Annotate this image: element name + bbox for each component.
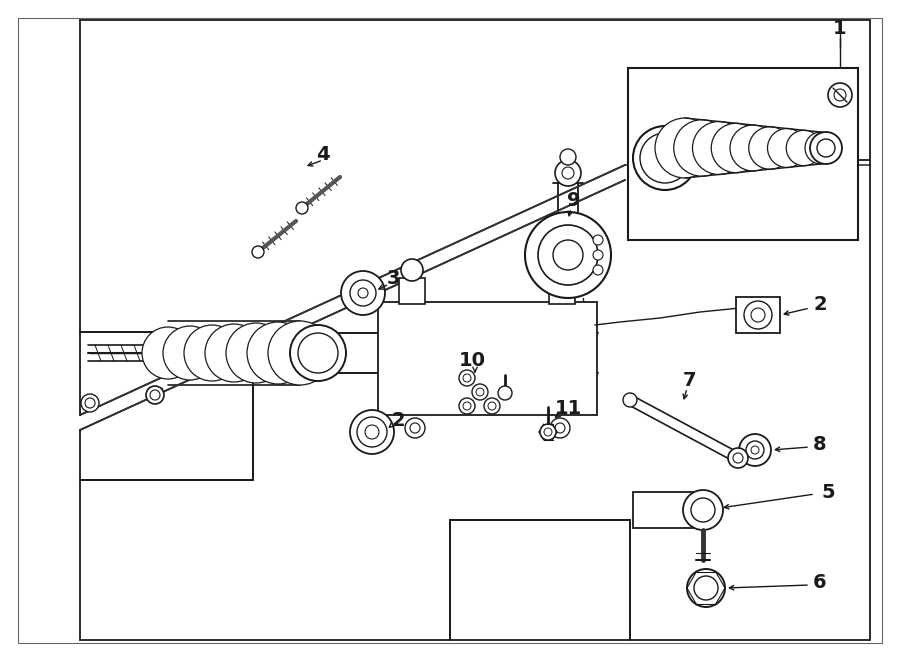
- Circle shape: [754, 299, 766, 311]
- Circle shape: [401, 259, 423, 281]
- Circle shape: [405, 418, 425, 438]
- Circle shape: [694, 576, 718, 600]
- Text: 7: 7: [683, 371, 697, 389]
- Circle shape: [834, 89, 846, 101]
- Circle shape: [350, 410, 394, 454]
- Circle shape: [683, 490, 723, 530]
- Circle shape: [184, 325, 240, 381]
- Circle shape: [555, 423, 565, 433]
- Circle shape: [560, 149, 576, 165]
- Circle shape: [593, 250, 603, 260]
- Circle shape: [484, 398, 500, 414]
- Circle shape: [728, 448, 748, 468]
- Circle shape: [459, 398, 475, 414]
- Circle shape: [691, 498, 715, 522]
- Text: 11: 11: [554, 399, 581, 418]
- Circle shape: [459, 370, 475, 386]
- Circle shape: [733, 453, 743, 463]
- Circle shape: [751, 308, 765, 322]
- Bar: [736, 297, 780, 333]
- Circle shape: [810, 132, 842, 164]
- Circle shape: [768, 128, 806, 167]
- Circle shape: [633, 126, 697, 190]
- Circle shape: [463, 402, 471, 410]
- Circle shape: [357, 417, 387, 447]
- Circle shape: [687, 569, 725, 607]
- Text: 9: 9: [567, 190, 580, 210]
- Text: 5: 5: [821, 483, 835, 502]
- Circle shape: [751, 446, 759, 454]
- Circle shape: [551, 259, 573, 281]
- Circle shape: [268, 321, 332, 385]
- Circle shape: [350, 280, 376, 306]
- Circle shape: [553, 240, 583, 270]
- Text: 1: 1: [833, 19, 847, 38]
- Circle shape: [296, 202, 308, 214]
- Circle shape: [358, 288, 368, 298]
- Circle shape: [146, 386, 164, 404]
- Circle shape: [205, 324, 263, 382]
- Circle shape: [746, 441, 764, 459]
- Bar: [628, 68, 858, 240]
- Circle shape: [828, 83, 852, 107]
- Circle shape: [476, 388, 484, 396]
- Bar: [633, 492, 693, 528]
- Circle shape: [341, 271, 385, 315]
- Circle shape: [555, 160, 581, 186]
- Circle shape: [498, 386, 512, 400]
- Circle shape: [593, 235, 603, 245]
- Circle shape: [226, 323, 286, 383]
- Circle shape: [365, 425, 379, 439]
- Circle shape: [692, 122, 745, 175]
- Text: 2: 2: [392, 410, 405, 430]
- Circle shape: [805, 132, 837, 164]
- Circle shape: [544, 428, 552, 436]
- Bar: [399, 278, 425, 304]
- Text: 4: 4: [316, 145, 329, 165]
- Circle shape: [150, 390, 160, 400]
- Circle shape: [247, 322, 309, 384]
- Circle shape: [163, 326, 217, 380]
- Circle shape: [730, 125, 776, 171]
- Circle shape: [525, 212, 611, 298]
- Circle shape: [749, 127, 791, 169]
- Circle shape: [540, 424, 556, 440]
- Circle shape: [550, 418, 570, 438]
- Circle shape: [640, 133, 690, 183]
- Circle shape: [290, 325, 346, 381]
- Bar: [378, 302, 597, 415]
- Text: 2: 2: [814, 295, 827, 315]
- Circle shape: [298, 333, 338, 373]
- Circle shape: [85, 398, 95, 408]
- Circle shape: [817, 139, 835, 157]
- Text: 10: 10: [458, 350, 485, 369]
- Text: 3: 3: [386, 268, 400, 288]
- Circle shape: [463, 374, 471, 382]
- Text: 6: 6: [814, 574, 827, 592]
- Bar: [549, 278, 575, 304]
- Text: 8: 8: [814, 436, 827, 455]
- Circle shape: [623, 393, 637, 407]
- Circle shape: [744, 301, 772, 329]
- Circle shape: [739, 434, 771, 466]
- Circle shape: [655, 118, 715, 178]
- Circle shape: [142, 327, 194, 379]
- Circle shape: [252, 246, 264, 258]
- Circle shape: [711, 123, 760, 173]
- Circle shape: [674, 120, 730, 176]
- Circle shape: [81, 394, 99, 412]
- Circle shape: [787, 130, 822, 166]
- Circle shape: [298, 333, 338, 373]
- Circle shape: [562, 167, 574, 179]
- Circle shape: [538, 225, 598, 285]
- Circle shape: [472, 384, 488, 400]
- Circle shape: [593, 265, 603, 275]
- Circle shape: [410, 423, 420, 433]
- Circle shape: [488, 402, 496, 410]
